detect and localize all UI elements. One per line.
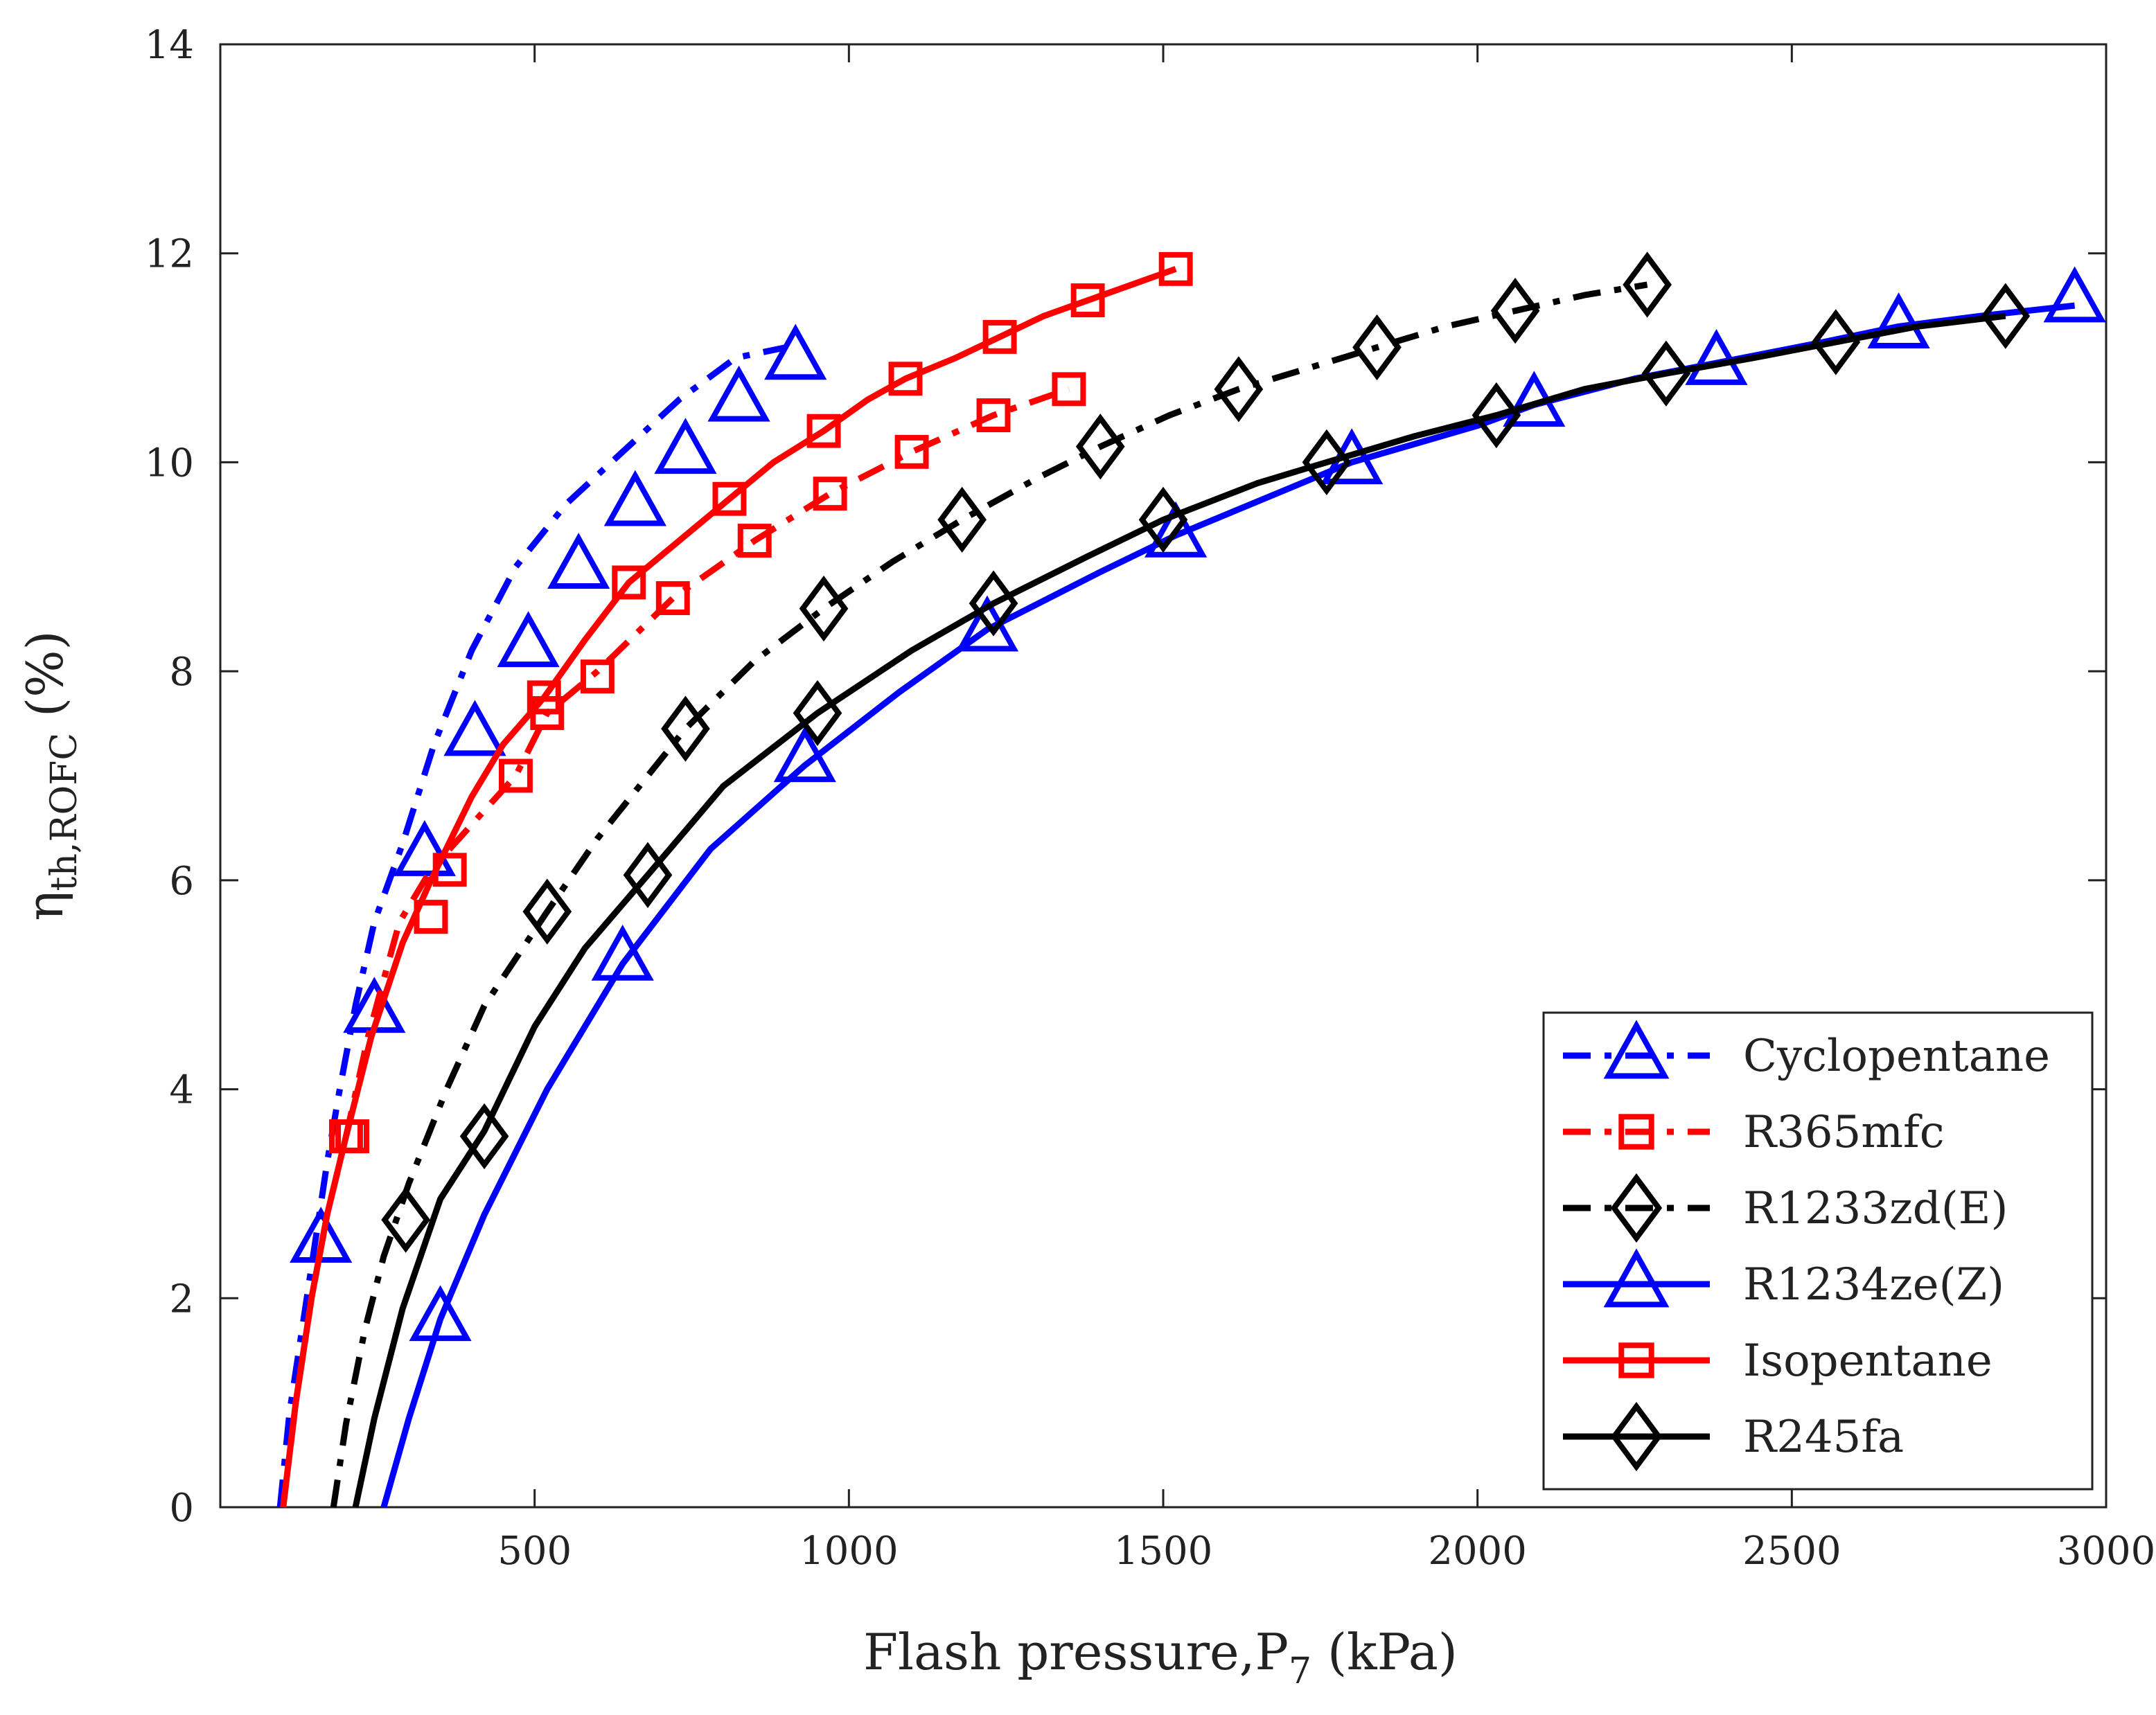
data-point-square <box>712 481 747 516</box>
y-tick-label: 10 <box>145 441 194 486</box>
data-point-diamond <box>661 695 710 762</box>
legend-label: R365mfc <box>1743 1107 1945 1158</box>
data-point-triangle <box>654 418 717 474</box>
data-point-triangle <box>497 611 560 668</box>
data-point-triangle <box>764 323 827 380</box>
legend-marker-triangle <box>1603 1248 1670 1308</box>
legend-marker-triangle <box>1603 1020 1670 1079</box>
data-point-square <box>527 680 561 715</box>
series-line <box>280 266 1177 1508</box>
data-point-square <box>806 414 841 448</box>
series-layer <box>276 251 2106 1509</box>
y-tick-label: 12 <box>145 232 194 277</box>
data-point-diamond <box>799 575 849 642</box>
x-axis-title: Flash pressure,P7 (kPa) <box>863 1623 1458 1692</box>
legend-marker-square <box>1618 1114 1654 1150</box>
data-point-square <box>1158 251 1193 286</box>
data-point-square <box>894 434 929 469</box>
data-point-diamond <box>522 878 572 945</box>
series-line <box>352 312 2006 1508</box>
data-point-diamond <box>1352 314 1402 381</box>
data-point-diamond <box>1302 429 1352 496</box>
data-point-square <box>1052 372 1086 407</box>
x-tick-label: 1500 <box>1114 1529 1213 1574</box>
data-point-diamond <box>1641 340 1691 407</box>
data-point-diamond <box>1811 309 1861 375</box>
y-tick-label: 0 <box>169 1486 194 1531</box>
x-tick-label: 3000 <box>2057 1529 2156 1574</box>
data-point-triangle <box>1685 328 1748 385</box>
data-point-square <box>976 398 1011 433</box>
data-point-diamond <box>1075 414 1125 480</box>
legend-marker-diamond <box>1610 1173 1663 1243</box>
legend-item: R245fa <box>1563 1401 1904 1472</box>
data-point-square <box>414 900 448 934</box>
y-tick-label: 8 <box>169 650 194 695</box>
y-axis-title: ηth,ROFC (%) <box>16 630 85 921</box>
data-point-triangle <box>773 726 836 783</box>
data-point-diamond <box>1623 251 1672 318</box>
data-point-triangle <box>409 1285 472 1342</box>
legend-label: Isopentane <box>1743 1335 1992 1387</box>
series-line <box>330 281 1648 1508</box>
legend-label: R1234ze(Z) <box>1743 1259 2004 1310</box>
data-point-diamond <box>623 842 673 908</box>
y-tick-label: 4 <box>169 1068 194 1113</box>
series-isopentane <box>280 251 1193 1508</box>
legend-item: R1233zd(E) <box>1563 1173 2008 1243</box>
data-point-square <box>612 565 646 600</box>
legend-label: R245fa <box>1743 1412 1904 1463</box>
y-tick-label: 6 <box>169 859 194 904</box>
data-point-diamond <box>1490 278 1540 344</box>
x-tick-label: 500 <box>497 1529 572 1574</box>
data-point-square <box>335 1119 369 1153</box>
data-point-triangle <box>443 700 506 756</box>
y-tick-label: 14 <box>145 23 194 68</box>
y-tick-label: 2 <box>169 1277 194 1322</box>
legend-marker-diamond <box>1610 1401 1663 1472</box>
data-point-diamond <box>1138 486 1188 553</box>
data-point-square <box>737 524 772 558</box>
data-point-diamond <box>1981 283 2031 349</box>
data-point-diamond <box>793 679 842 747</box>
series-r245fa <box>352 283 2031 1508</box>
legend-item: Cyclopentane <box>1563 1020 2050 1082</box>
data-point-diamond <box>969 570 1018 637</box>
x-tick-label: 1000 <box>799 1529 899 1574</box>
data-point-triangle <box>591 924 654 981</box>
legend-item: Isopentane <box>1563 1335 1992 1387</box>
data-point-triangle <box>1867 292 1930 349</box>
data-point-square <box>498 758 533 793</box>
data-point-square <box>982 319 1017 354</box>
data-point-diamond <box>1214 356 1264 423</box>
data-point-triangle <box>603 470 666 526</box>
data-point-diamond <box>937 486 987 553</box>
legend-label: Cyclopentane <box>1743 1031 2050 1082</box>
data-point-diamond <box>381 1187 431 1253</box>
legend-item: R1234ze(Z) <box>1563 1248 2004 1310</box>
series-line <box>276 344 787 1508</box>
data-point-square <box>813 477 847 511</box>
x-tick-label: 2000 <box>1428 1529 1527 1574</box>
data-point-square <box>1070 283 1105 318</box>
legend-item: R365mfc <box>1563 1107 1945 1158</box>
data-point-triangle <box>707 365 770 422</box>
data-point-triangle <box>393 820 456 876</box>
data-point-diamond <box>459 1103 509 1170</box>
data-point-triangle <box>547 533 610 589</box>
x-tick-label: 2500 <box>1742 1529 1841 1574</box>
data-point-triangle <box>1145 501 1208 558</box>
legend-marker-square <box>1618 1342 1654 1378</box>
data-point-diamond <box>1472 382 1521 449</box>
data-point-triangle <box>2043 266 2106 323</box>
data-point-square <box>655 581 690 616</box>
legend-label: R1233zd(E) <box>1743 1183 2008 1234</box>
series-cyclopentane <box>276 323 827 1508</box>
series-r1233zd-e- <box>330 251 1672 1508</box>
data-point-square <box>888 362 923 396</box>
legend: Cyclopentane R365mfc R1233zd(E) R1234ze(Z) I… <box>1542 1011 2094 1491</box>
axes: 500 1000 1500 2000 2500 3000 0 2 4 6 8 10 12 14 <box>145 23 2156 1574</box>
data-point-square <box>580 659 615 694</box>
